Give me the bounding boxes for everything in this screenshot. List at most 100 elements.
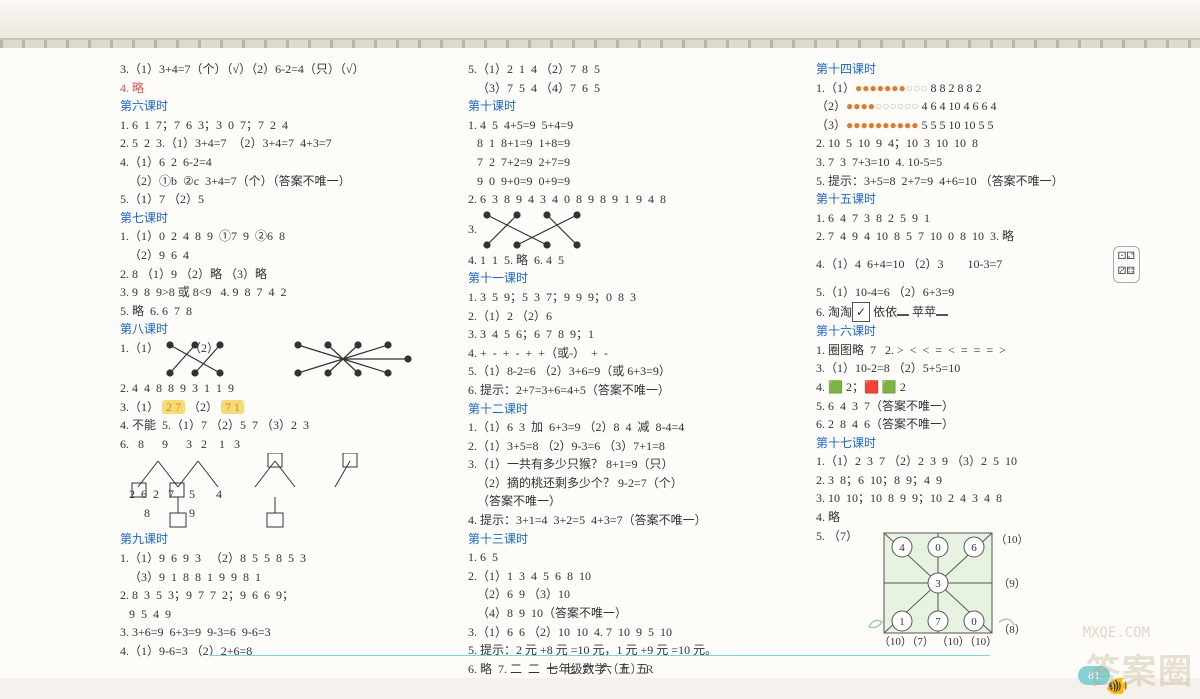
- l12-1: 1.（1）6 3 加 6+3=9 （2）8 4 减 8-4=4: [468, 418, 792, 437]
- lesson-12-title: 第十二课时: [468, 400, 792, 419]
- checkbox-yiyi: [897, 314, 909, 316]
- l14-circles-2: （2）●●●●○○○○○○ 4 6 4 10 4 6 6 4: [816, 97, 1140, 116]
- lesson-11-title: 第十一课时: [468, 269, 792, 288]
- l7-1: 1.（1）0 2 4 8 9 ①7 9 ②6 8: [120, 227, 444, 246]
- column-2: 5.（1）2 1 4 （2）7 8 5 （3）7 5 4 （4）7 6 5 第十…: [468, 60, 792, 678]
- c2-pre-2: （3）7 5 4 （4）7 6 5: [468, 79, 792, 98]
- l10-3: 7 2 7+2=9 2+7=9: [468, 153, 792, 172]
- l10-2: 8 1 8+1=9 1+8=9: [468, 134, 792, 153]
- svg-text:7: 7: [935, 616, 941, 628]
- l6-1: 1. 6 1 7；7 6 3；3 0 7；7 2 4: [120, 116, 444, 135]
- c1-pre-1: 3.（1）3+4=7（个）（√）（2）6-2=4（只）（√）: [120, 60, 444, 79]
- checkbox-pingping: [936, 314, 948, 316]
- l10-q3: 3.: [468, 220, 477, 239]
- column-3: 第十四课时 1.（1）●●●●●●●○○○ 8 8 2 8 8 2 （2）●●●…: [816, 60, 1140, 678]
- page-content: 3.（1）3+4=7（个）（√）（2）6-2=4（只）（√） 4. 略 第六课时…: [0, 48, 1200, 678]
- svg-text:（9）: （9）: [998, 577, 1026, 590]
- cr1-nums: 8 8 2 8 8 2: [931, 81, 982, 95]
- l12-6: 4. 提示：3+1=4 3+2=5 4+3=7（答案不唯一）: [468, 511, 792, 530]
- l8-1: 1.（1） （2）: [120, 339, 219, 358]
- l11-1: 1. 3 5 9；5 3 7；9 9 9；0 8 3: [468, 288, 792, 307]
- l17-1: 1.（1）2 3 7 （2）2 3 9 （3）2 5 10: [816, 452, 1140, 471]
- l8-5: 6. 8 9 3 2 1 3: [120, 435, 444, 454]
- l6-2: 2. 5 2 3.（1）3+4=7 （2）3+4=7 4+3=7: [120, 134, 444, 153]
- l12-3: 3.（1）一共有多少只猴？ 8+1=9（只）: [468, 455, 792, 474]
- lesson-10-title: 第十课时: [468, 97, 792, 116]
- match-diagram-2: [290, 339, 420, 379]
- lesson-6-title: 第六课时: [120, 97, 444, 116]
- svg-text:6: 6: [971, 542, 977, 554]
- l12-5: （答案不唯一）: [468, 492, 792, 511]
- svg-text:0: 0: [971, 616, 977, 628]
- butterfly-2: 7 1: [221, 400, 244, 414]
- svg-text:1: 1: [899, 616, 905, 628]
- l15-6: 6. 淘淘✓ 依依 苹苹: [816, 302, 1140, 323]
- cr2-nums: 4 6 4 10 4 6 6 4: [922, 99, 997, 113]
- match-diagram-3: [477, 209, 597, 251]
- cr3-nums: 5 5 5 10 10 5 5: [922, 118, 994, 132]
- l9-1: 1.（1）9 6 9 3 （2）8 5 5 8 5 3: [120, 549, 444, 568]
- l11-3: 3. 3 4 5 6；6 7 8 9；1: [468, 325, 792, 344]
- svg-text:（10）（7） （10）（10）: （10）（7） （10）（10）: [879, 635, 997, 647]
- l17-5-label: 5. （7）: [816, 527, 858, 546]
- l8-6: 2 6 2 7 5 4: [120, 485, 444, 504]
- l11-5: 5.（1）8-2=6 （2）3+6=9（或 6+3=9）: [468, 362, 792, 381]
- l13-3: （2）6 9 （3）10: [468, 585, 792, 604]
- l11-6: 6. 提示：2+7=3+6=4+5（答案不唯一）: [468, 381, 792, 400]
- svg-text:（8）: （8）: [998, 623, 1026, 636]
- l16-4: 4. 🟩 2；🟥 🟩 2: [816, 378, 1140, 397]
- l7-4: 3. 9 8 9>8 或 8<9 4. 9 8 7 4 2: [120, 283, 444, 302]
- butterfly-1: 2 7: [162, 400, 185, 414]
- l6-5: 5.（1）7 （2）5: [120, 190, 444, 209]
- l8-3c: （2）: [188, 400, 218, 414]
- l16-5: 5. 6 4 3 7（答案不唯一）: [816, 397, 1140, 416]
- l8-7: 8 9: [120, 504, 444, 523]
- l17-2: 2. 3 8；6 10；8 9；4 9: [816, 471, 1140, 490]
- lesson-8-title: 第八课时: [120, 320, 444, 339]
- checkbox-taotao: ✓: [852, 302, 870, 323]
- l8-2: 2. 4 4 8 8 9 3 1 1 9: [120, 379, 444, 398]
- l13-4: （4）8 9 10（答案不唯一）: [468, 604, 792, 623]
- l8-3a: 3.（1）: [120, 400, 159, 414]
- name-pingping: 苹苹: [912, 305, 936, 319]
- l14-circles-1: 1.（1）●●●●●●●○○○ 8 8 2 8 8 2: [816, 79, 1140, 98]
- l17-4: 4. 略: [816, 508, 1140, 527]
- dice-icon: ⚀⚁⚂⚃: [1113, 246, 1140, 283]
- l7-5: 5. 略 6. 6 7 8: [120, 302, 444, 321]
- footer-text: 一年级数学（上） R: [546, 662, 653, 676]
- l12-4: （2）摘的桃还剩多少个？ 9-2=7（个）: [468, 474, 792, 493]
- lesson-16-title: 第十六课时: [816, 322, 1140, 341]
- l7-2: （2）9 6 4: [120, 246, 444, 265]
- l7-3: 2. 8 （1）9 （2）略 （3）略: [120, 265, 444, 284]
- l14-3: 3. 7 3 7+3=10 4. 10-5=5: [816, 153, 1140, 172]
- name-taotao: 6. 淘淘: [816, 305, 852, 319]
- book-binding: [0, 40, 1200, 48]
- l16-1: 1. 圈图略 7 2. > < < = < = = = >: [816, 341, 1140, 360]
- watermark-text: 答案圈: [1086, 644, 1194, 693]
- l14-4: 5. 提示：3+5=8 2+7=9 4+6=10 （答案不唯一）: [816, 172, 1140, 191]
- l10-1: 1. 4 5 4+5=9 5+4=9: [468, 116, 792, 135]
- l16-6: 6. 2 8 4 6（答案不唯一）: [816, 415, 1140, 434]
- l13-2: 2.（1）1 3 4 5 6 8 10: [468, 567, 792, 586]
- l8-3: 3.（1） 2 7 （2） 7 1: [120, 398, 444, 417]
- l10-6: 4. 1 1 5. 略 6. 4 5: [468, 251, 792, 270]
- l9-5: 3. 3+6=9 6+3=9 9-3=6 9-6=3: [120, 623, 444, 642]
- l15-4: 4.（1）4 6+4=10 （2）3 10-3=7 ⚀⚁⚂⚃: [816, 246, 1140, 283]
- column-1: 3.（1）3+4=7（个）（√）（2）6-2=4（只）（√） 4. 略 第六课时…: [120, 60, 444, 678]
- lesson-14-title: 第十四课时: [816, 60, 1140, 79]
- l15-4-text: 4.（1）4 6+4=10 （2）3 10-3=7: [816, 255, 1107, 274]
- l8-4: 4. 不能 5.（1）7 （2）5 7 （3）2 3: [120, 416, 444, 435]
- l11-4: 4. + - + - + +（或-） + -: [468, 344, 792, 363]
- l14-circles-3: （3）●●●●●●●●●● 5 5 5 10 10 5 5: [816, 116, 1140, 135]
- lesson-9-title: 第九课时: [120, 530, 444, 549]
- l15-1: 1. 6 4 7 3 8 2 5 9 1: [816, 209, 1140, 228]
- l9-3: 2. 8 3 5 3；9 7 7 2；9 6 6 9；: [120, 586, 444, 605]
- l16-2: 3.（1）10-2=8 （2）5+5=10: [816, 359, 1140, 378]
- name-yiyi: 依依: [873, 305, 897, 319]
- l9-4: 9 5 4 9: [120, 605, 444, 624]
- page-footer: 一年级数学（上） R: [0, 655, 1200, 689]
- l10-4: 9 0 9+0=9 0+9=9: [468, 172, 792, 191]
- l13-5: 3.（1）6 6 （2）10 10 4. 7 10 9 5 10: [468, 623, 792, 642]
- lesson-17-title: 第十七课时: [816, 434, 1140, 453]
- scanner-top-bar: [0, 0, 1200, 40]
